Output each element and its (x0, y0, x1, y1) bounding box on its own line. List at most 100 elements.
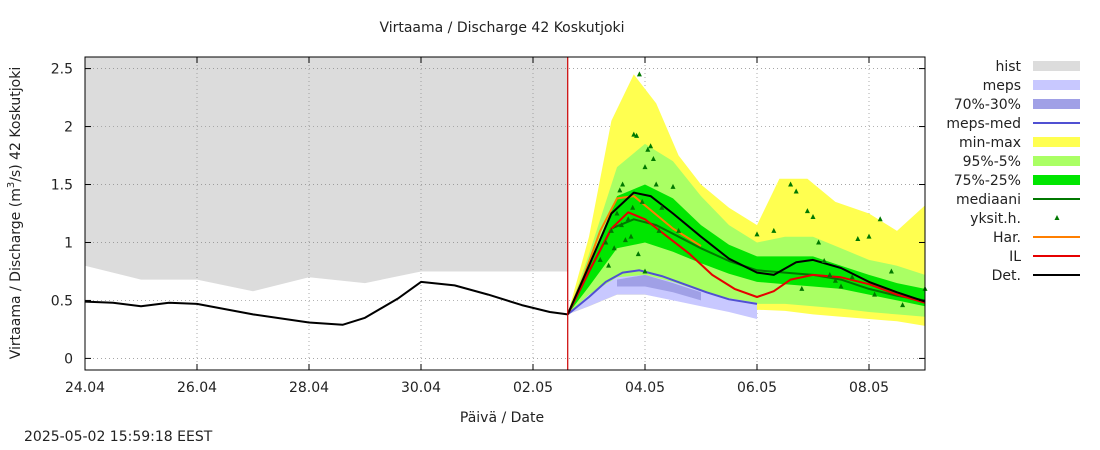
yksit-point (771, 227, 777, 233)
x-tick-label: 30.04 (401, 380, 441, 396)
yksit-point (849, 274, 855, 280)
x-tick-label: 08.05 (849, 380, 889, 396)
legend-swatch-hist (1033, 61, 1080, 71)
yksit-point (900, 302, 906, 308)
hist-band-layer (85, 57, 568, 292)
hist-band (85, 57, 568, 292)
legend-label-meps_med: meps-med (946, 116, 1021, 132)
yksit-point (642, 268, 648, 274)
x-axis-label: Päivä / Date (460, 410, 544, 426)
meps-band (567, 274, 757, 319)
plot-area (84, 56, 928, 371)
legend: hist meps 70%-30% meps-med min-max 95%-5% 75%-… (946, 59, 1080, 284)
x-tick-label: 26.04 (177, 380, 217, 396)
yksit-point (617, 187, 623, 193)
yksit-point (827, 271, 833, 277)
legend-swatch-p95_5 (1033, 156, 1080, 166)
yksit-point (804, 208, 810, 214)
x-tick-label: 06.05 (737, 380, 777, 396)
yksit-point (648, 143, 654, 149)
yksit-point (659, 204, 665, 210)
legend-label-meps_70_30: 70%-30% (954, 97, 1021, 113)
legend-label-min_max: min-max (959, 135, 1021, 151)
legend-label-il: IL (1009, 249, 1021, 265)
yksit-point (872, 291, 878, 297)
yksit-point (635, 251, 641, 257)
y-axis-label-tail: /s) 42 Koskutjoki (8, 67, 24, 182)
yksit-point (810, 213, 816, 219)
yksit-point (832, 277, 838, 283)
yksit-point (855, 236, 861, 242)
yksit-point (608, 227, 614, 233)
yksit-point (866, 233, 872, 239)
yksit-point (670, 183, 676, 189)
observed-line (84, 280, 568, 326)
legend-swatch-meps_70_30 (1033, 99, 1080, 109)
x-tick-label: 28.04 (289, 380, 329, 396)
yksit-point (656, 227, 662, 233)
plot-frame (84, 56, 926, 371)
yksit-point (653, 181, 659, 187)
legend-swatch-meps (1033, 80, 1080, 90)
yksit-point (606, 262, 612, 268)
chart-title: Virtaama / Discharge 42 Koskutjoki (379, 20, 624, 36)
yksit-point (618, 222, 624, 228)
axes-layer: 24.04 26.04 28.04 30.04 02.05 04.05 06.05 08.05… (51, 57, 925, 396)
yksit-point (631, 131, 637, 137)
legend-label-hist: hist (995, 59, 1021, 75)
timestamp-footer: 2025-05-02 15:59:18 EEST (24, 429, 213, 445)
yksit-point (877, 216, 883, 222)
yksit-point (620, 181, 626, 187)
legend-swatch-min_max (1033, 137, 1080, 147)
y-tick-label: 1.5 (51, 178, 73, 194)
yksit-point (625, 216, 631, 222)
yksit-point (645, 146, 651, 152)
yksit-point (676, 227, 682, 233)
legend-label-meps: meps (983, 78, 1021, 94)
legend-swatch-yksit (1054, 215, 1060, 220)
yksit-point (597, 256, 603, 262)
y-tick-label: 2 (64, 120, 73, 136)
legend-label-mediaani: mediaani (956, 192, 1021, 208)
yksit-point (636, 71, 642, 77)
y-tick-label: 0 (64, 351, 73, 367)
det-line (566, 191, 926, 315)
single-member-points-layer (597, 71, 928, 308)
yksit-point (642, 164, 648, 170)
legend-label-yksit: yksit.h. (970, 211, 1021, 227)
legend-swatch-p75_25 (1033, 175, 1080, 185)
yksit-point (650, 156, 656, 162)
yksit-point (888, 268, 894, 274)
yksit-point (634, 132, 640, 138)
yksit-point (614, 210, 620, 216)
y-axis-label-main: Virtaama / Discharge (m (8, 188, 24, 359)
il-line (566, 211, 926, 315)
mediaani-line (566, 218, 926, 315)
y-tick-label: 0.5 (51, 293, 73, 309)
yksit-point (821, 258, 827, 264)
yksit-point (816, 239, 822, 245)
legend-label-p75_25: 75%-25% (954, 173, 1021, 189)
legend-label-p95_5: 95%-5% (963, 154, 1021, 170)
yksit-point (639, 198, 645, 204)
x-tick-label: 02.05 (513, 380, 553, 396)
yksit-point (630, 204, 636, 210)
yksit-point (799, 285, 805, 291)
y-tick-label: 2.5 (51, 62, 73, 78)
har-line (566, 195, 702, 315)
yksit-point (628, 233, 634, 239)
yksit-point (611, 245, 617, 251)
series-line-layer (84, 57, 926, 370)
yksit-point (754, 231, 760, 237)
yksit-point (788, 181, 794, 187)
yksit-point (838, 283, 844, 289)
y-tick-label: 1 (64, 235, 73, 251)
meps-med-line (567, 269, 758, 316)
yksit-point (793, 188, 799, 194)
x-tick-label: 24.04 (65, 380, 105, 396)
x-tick-label: 04.05 (625, 380, 665, 396)
yksit-point (622, 237, 628, 243)
legend-label-det: Det. (992, 268, 1021, 284)
y-axis-label-sup: 3 (6, 182, 17, 188)
